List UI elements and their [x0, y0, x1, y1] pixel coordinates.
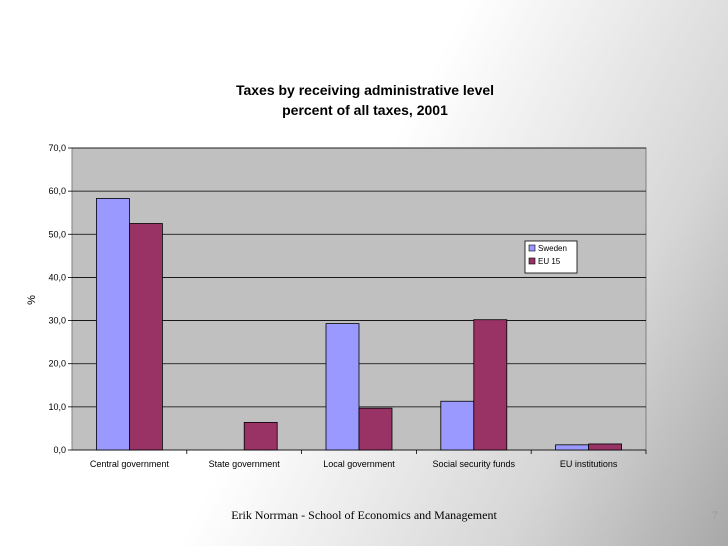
x-category-label: EU institutions — [560, 459, 618, 469]
bar-sweden — [325, 323, 360, 451]
legend-label-eu15: EU 15 — [538, 257, 561, 266]
y-axis-label: % — [26, 295, 38, 305]
y-tick-label: 50,0 — [48, 229, 66, 239]
bar-eu15 — [473, 319, 508, 451]
bar-sweden — [440, 400, 475, 451]
bar-eu15 — [243, 421, 278, 451]
legend: Sweden EU 15 — [524, 240, 578, 274]
bar-sweden — [555, 444, 589, 451]
x-category-label: Central government — [90, 459, 170, 469]
x-category-label: State government — [209, 459, 281, 469]
y-tick-label: 40,0 — [48, 272, 66, 282]
legend-label-sweden: Sweden — [538, 244, 567, 253]
y-tick-label: 0,0 — [53, 445, 66, 455]
x-category-label: Local government — [323, 459, 395, 469]
chart-title-block: Taxes by receiving administrative level … — [160, 80, 570, 120]
y-tick-label: 70,0 — [48, 143, 66, 153]
bar-eu15 — [128, 223, 163, 451]
bar-eu15 — [588, 443, 622, 451]
bar-sweden — [96, 198, 130, 451]
page-number: 7 — [712, 508, 718, 522]
chart-title: Taxes by receiving administrative level — [235, 82, 495, 98]
legend-swatch-sweden — [528, 244, 536, 252]
legend-swatch-eu15 — [528, 257, 536, 265]
y-tick-label: 20,0 — [48, 359, 66, 369]
chart-subtitle: percent of all taxes, 2001 — [282, 102, 448, 118]
y-tick-label: 60,0 — [48, 186, 66, 196]
footer-text: Erik Norrman - School of Economics and M… — [231, 508, 497, 522]
y-tick-label: 10,0 — [48, 402, 66, 412]
x-category-label: Social security funds — [433, 459, 516, 469]
bar-eu15 — [358, 407, 393, 451]
y-tick-label: 30,0 — [48, 316, 66, 326]
